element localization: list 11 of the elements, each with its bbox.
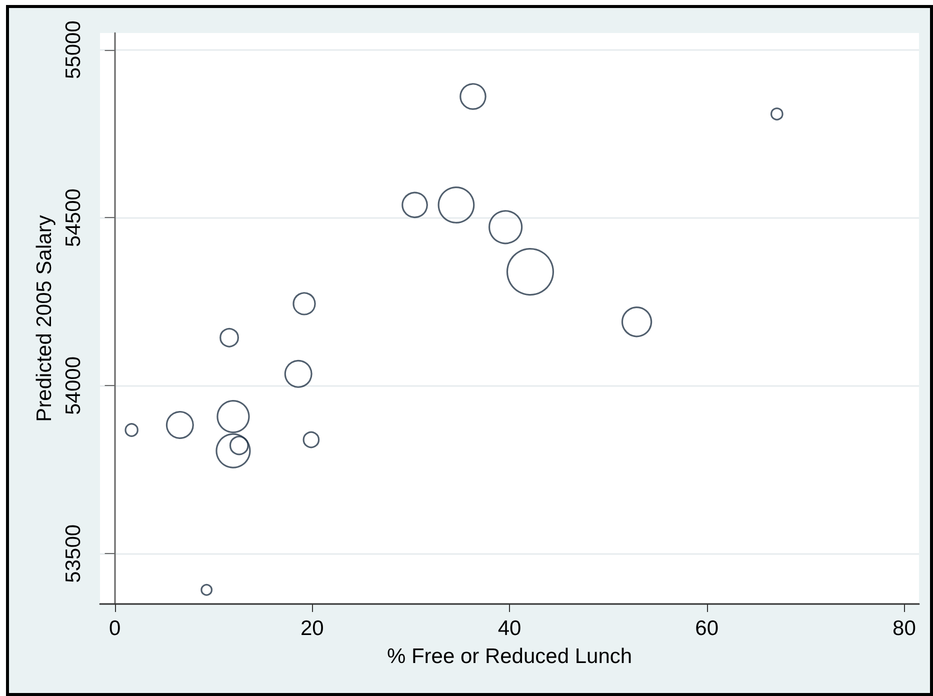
- x-tick-label: 20: [300, 617, 324, 640]
- x-tick-label: 60: [695, 617, 719, 640]
- y-axis-title: Predicted 2005 Salary: [33, 214, 56, 422]
- x-tick-label: 40: [498, 617, 522, 640]
- y-tick-label: 54500: [62, 188, 85, 247]
- x-tick-label: 0: [108, 617, 121, 640]
- y-tick-label: 53500: [62, 524, 85, 583]
- y-tick-label: 55000: [62, 20, 85, 79]
- x-axis-title: % Free or Reduced Lunch: [386, 645, 632, 668]
- y-tick-label: 54000: [62, 356, 85, 415]
- x-tick-label: 80: [892, 617, 916, 640]
